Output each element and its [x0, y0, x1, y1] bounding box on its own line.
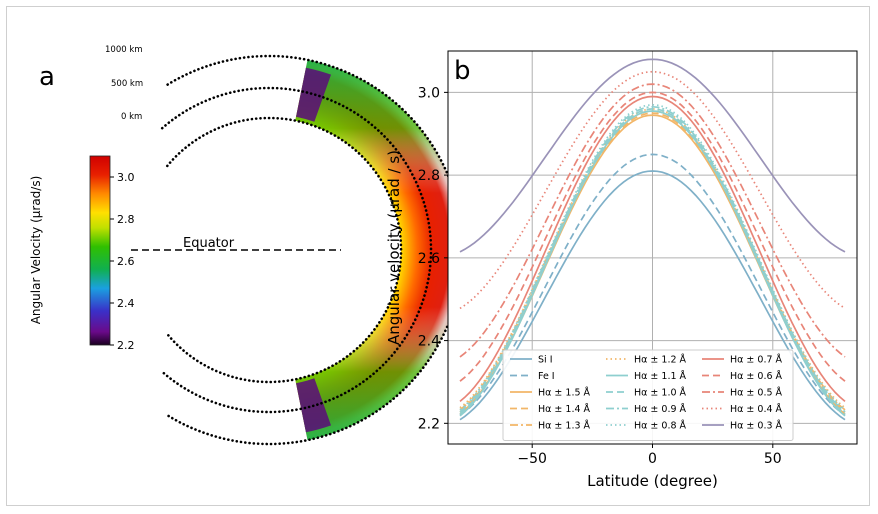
series-line — [459, 108, 846, 415]
series-line — [459, 103, 846, 411]
arc-1000km — [166, 54, 465, 446]
arc-500km — [160, 86, 433, 414]
x-axis-label: Latitude (degree) — [587, 472, 718, 490]
colorbar-tick-label: 2.2 — [117, 339, 135, 352]
legend-entry-label: Hα ± 1.1 Å — [634, 370, 687, 382]
x-axis-ticks: −50 0 50 — [517, 444, 782, 467]
y-tick-label: 2.6 — [418, 251, 440, 267]
x-tick-label: 0 — [648, 451, 657, 467]
x-tick-label: −50 — [517, 451, 547, 467]
x-tick-label: 50 — [764, 451, 782, 467]
legend-entry-label: Hα ± 0.5 Å — [730, 387, 783, 399]
shell-latitude-shade — [295, 59, 463, 441]
height-label-500km: 500 km — [111, 79, 143, 89]
legend-entry-label: Hα ± 1.2 Å — [634, 354, 687, 366]
colorbar-label: Angular Velocity (µrad/s) — [29, 176, 43, 325]
legend-entry-label: Hα ± 0.4 Å — [730, 403, 783, 415]
panel-a-label: a — [39, 62, 55, 92]
legend-entry-label: Hα ± 0.8 Å — [634, 420, 687, 432]
legend-entry-label: Hα ± 0.9 Å — [634, 403, 687, 415]
equator-label: Equator — [183, 236, 235, 251]
colorbar-tick-label: 3.0 — [117, 171, 135, 184]
legend-entry-label: Hα ± 0.6 Å — [730, 370, 783, 382]
series-line — [459, 153, 846, 416]
series-line — [459, 83, 846, 358]
y-tick-label: 2.4 — [418, 334, 440, 350]
legend: Si I Fe I Hα ± 1.5 Å Hα ± 1.4 Å Hα ± 1.3 Å Hα… — [502, 349, 794, 441]
legend-entry-label: Si I — [538, 355, 553, 366]
figure: a Equator 1000 km 500 km 0 km 2.22.42.62… — [29, 45, 858, 490]
series-line — [459, 58, 846, 253]
legend-entry-label: Hα ± 1.5 Å — [538, 387, 591, 399]
y-tick-label: 2.8 — [418, 168, 440, 184]
legend-entry-label: Hα ± 0.3 Å — [730, 420, 783, 432]
colorbar: 2.2 2.4 2.6 2.8 3.0 Angular Velocity (µrad/s… — [29, 155, 135, 352]
arc-0km — [166, 116, 403, 384]
y-axis-label: Angular velocity (µrad / s) — [385, 150, 403, 345]
series-lines — [459, 58, 846, 421]
legend-entry-label: Hα ± 1.4 Å — [538, 403, 591, 415]
panel-a: a Equator 1000 km 500 km 0 km 2.22.42.62… — [29, 45, 465, 446]
height-label-1000km: 1000 km — [105, 45, 143, 55]
y-axis-ticks: 2.2 2.4 2.6 2.8 3.0 — [418, 85, 448, 432]
height-label-0km: 0 km — [121, 112, 142, 122]
legend-box — [502, 349, 794, 441]
legend-entry-label: Hα ± 1.0 Å — [634, 387, 687, 399]
colorbar-tick-label: 2.4 — [117, 297, 135, 310]
legend-entry-label: Hα ± 0.7 Å — [730, 354, 783, 366]
legend-entry-label: Fe I — [538, 371, 555, 382]
series-line — [459, 170, 846, 421]
panel-b-label: b — [454, 56, 471, 86]
y-tick-label: 2.2 — [418, 416, 440, 432]
colorbar-bar — [89, 155, 111, 346]
series-line — [459, 95, 846, 403]
y-tick-label: 3.0 — [418, 85, 440, 101]
north-pole-slow-region — [296, 67, 332, 122]
series-line — [459, 91, 846, 382]
figure-frame: a Equator 1000 km 500 km 0 km 2.2 2.4 2.6 2… — [6, 6, 870, 506]
series-line — [459, 110, 846, 417]
legend-entry-label: Hα ± 1.3 Å — [538, 420, 591, 432]
colorbar-tick-label: 2.6 — [117, 255, 135, 268]
colorbar-tick-label: 2.8 — [117, 213, 135, 226]
panel-b: −50 0 50 2.2 2.4 2.6 2.8 3.0 b Latitude (degre… — [385, 50, 858, 490]
